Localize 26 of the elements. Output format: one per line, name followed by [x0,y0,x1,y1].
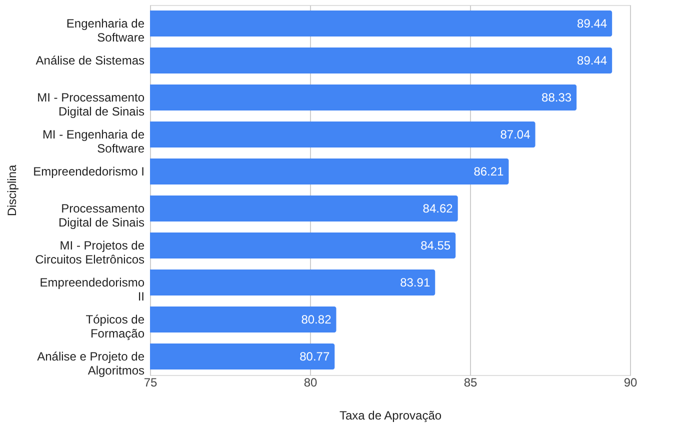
x-axis-title: Taxa de Aprovação [339,408,442,422]
y-tick-label: Tópicos de Formação [86,312,145,340]
x-tick-label: 75 [144,376,158,390]
x-tick-label: 80 [304,376,318,390]
data-label: 89.44 [577,54,608,68]
y-tick-label: Empreendedorismo I [33,164,144,178]
y-tick-label: MI - Engenharia de Software [42,128,145,156]
y-tick-label: Empreendedorismo II [40,276,145,304]
y-axis-title: Disciplina [5,164,20,216]
data-label: 84.62 [422,202,454,216]
y-tick-label: Análise e Projeto de Algoritmos [37,350,145,378]
y-tick-label: Processamento Digital de Sinais [58,202,145,230]
x-tick-label: 90 [624,376,638,390]
data-label: 88.33 [542,90,572,104]
y-tick-label: Análise de Sistemas [36,54,144,68]
data-label: 87.04 [500,128,531,142]
y-tick-label: MI - Processamento Digital de Sinais [37,90,145,118]
data-label: 84.55 [420,238,451,252]
data-label: 80.77 [300,350,330,364]
x-tick-label: 85 [464,376,478,390]
y-tick-label: MI - Projetos de Circuitos Eletrônicos [35,238,145,266]
data-label: 86.21 [474,164,504,178]
data-label: 89.44 [577,16,608,30]
data-label: 80.82 [301,312,332,326]
data-label: 83.91 [400,276,430,290]
y-tick-label: Engenharia de Software [66,16,145,44]
